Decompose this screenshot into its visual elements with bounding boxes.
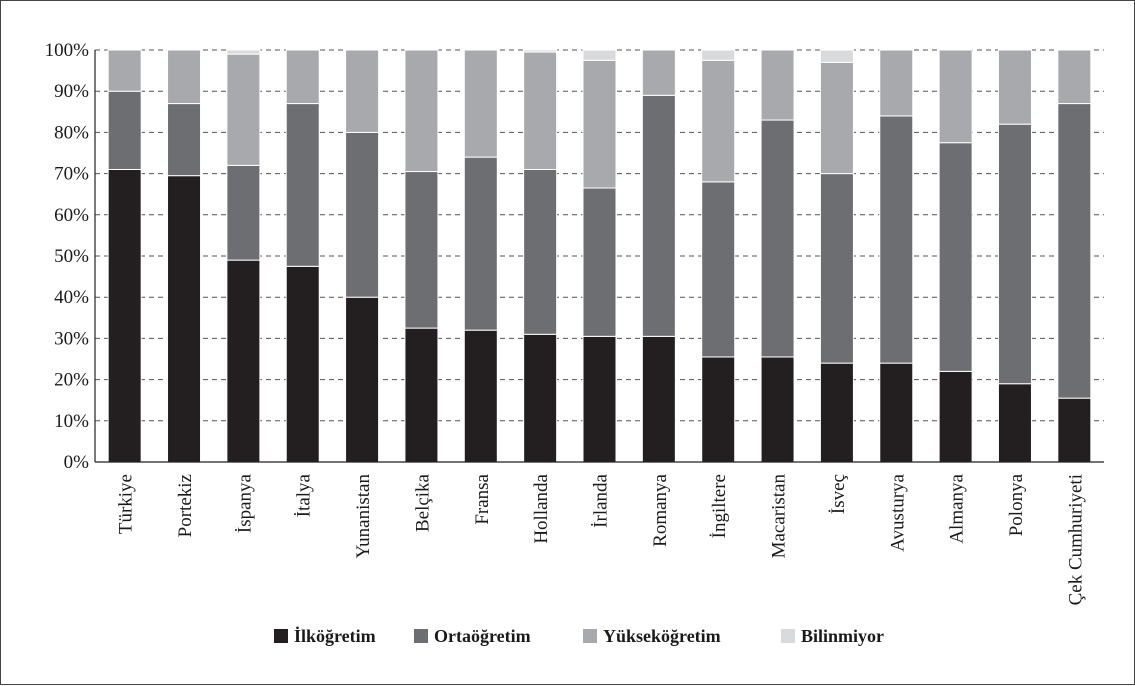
bar-segment [463, 49, 498, 158]
bar-segment [879, 362, 914, 463]
bar-segment [819, 49, 854, 63]
bar-segment [226, 259, 261, 463]
category-label: Türkiye [116, 474, 137, 534]
y-tick-label: 70% [54, 164, 89, 185]
bar-segment [226, 53, 261, 166]
bar-segment [463, 329, 498, 463]
legend: İlköğretim Ortaöğretim Yükseköğretim Bilinm… [274, 626, 884, 646]
bar-segment [404, 49, 439, 173]
category-label: Avusturya [887, 473, 908, 551]
y-tick-label: 60% [54, 205, 89, 226]
legend-label: Bilinmiyor [801, 626, 884, 646]
bar-segment [285, 265, 320, 463]
bar-segment [523, 333, 558, 463]
y-tick-label: 0% [64, 452, 90, 473]
bar-segment [819, 362, 854, 463]
bar-segment [997, 383, 1032, 463]
bar-segment [167, 103, 202, 177]
bar-segment [285, 49, 320, 105]
category-label: İsveç [828, 474, 849, 514]
category-label: İngiltere [709, 474, 730, 538]
y-tick-label: 90% [54, 81, 89, 102]
legend-swatch [781, 629, 795, 643]
bar-segment [523, 168, 558, 335]
bar-segment [582, 187, 617, 337]
category-label: Fransa [472, 473, 493, 524]
category-label: Polonya [1006, 473, 1027, 536]
y-tick-label: 100% [45, 40, 90, 61]
bar-segment [285, 103, 320, 267]
category-label: Hollanda [531, 473, 552, 543]
category-label: Belçika [412, 473, 433, 532]
y-tick-label: 80% [54, 122, 89, 143]
category-label: Yunanistan [353, 474, 374, 559]
category-label: İspanya [234, 473, 255, 533]
bar-segment [345, 131, 380, 298]
y-tick-label: 30% [54, 328, 89, 349]
category-label: Macaristan [769, 474, 790, 559]
bar-segment [879, 49, 914, 117]
category-label: Portekiz [175, 474, 196, 537]
category-label: Romanya [650, 473, 671, 546]
bar-segment [641, 49, 676, 96]
bar-segment [1057, 49, 1092, 105]
bar-segment [997, 49, 1032, 125]
legend-swatch [583, 629, 597, 643]
bar-segment [345, 49, 380, 133]
bar-segment [107, 49, 142, 92]
bar-segment [760, 356, 795, 463]
bar-segment [523, 51, 558, 170]
legend-swatch [274, 629, 288, 643]
bar-segment [226, 164, 261, 261]
legend-label: İlköğretim [294, 626, 376, 646]
bar-segment [879, 115, 914, 364]
category-label: Çek Cumhuriyeti [1065, 474, 1086, 605]
bar-segment [167, 175, 202, 463]
bar-segment [404, 327, 439, 463]
bar-segment [997, 123, 1032, 385]
bar-segment [107, 168, 142, 463]
bar-segment [582, 49, 617, 61]
bar-segment [701, 356, 736, 463]
bar-segment [701, 59, 736, 183]
y-tick-labels: 0% 10% 20% 30% 40% 50% 60% 70% 80% 90% 100% [45, 40, 90, 473]
axes [94, 50, 1104, 463]
bar-segment [938, 49, 973, 144]
bar-segment [1057, 397, 1092, 463]
category-label: Almanya [947, 473, 968, 543]
bar-segment [167, 49, 202, 105]
category-label: İtalya [294, 473, 315, 517]
category-label: İrlanda [591, 473, 612, 527]
bar-segment [760, 119, 795, 358]
bar-segment [1057, 103, 1092, 399]
bar-segment [523, 49, 558, 53]
y-tick-label: 20% [54, 370, 89, 391]
bars [107, 49, 1092, 463]
legend-label: Ortaöğretim [434, 626, 531, 646]
bar-segment [760, 49, 795, 121]
bar-segment [641, 335, 676, 463]
y-tick-label: 10% [54, 411, 89, 432]
y-tick-label: 40% [54, 287, 89, 308]
bar-segment [226, 49, 261, 55]
legend-label: Yükseköğretim [603, 626, 721, 646]
legend-swatch [414, 629, 428, 643]
bar-segment [582, 59, 617, 189]
category-labels: Türkiye Portekiz İspanya İtalya Yunanistan Be… [116, 473, 1087, 605]
bar-segment [819, 61, 854, 175]
bar-segment [701, 181, 736, 358]
bar-segment [938, 370, 973, 463]
bar-segment [641, 94, 676, 337]
bar-segment [582, 335, 617, 463]
bar-segment [404, 171, 439, 329]
bar-segment [819, 173, 854, 364]
bar-segment [701, 49, 736, 61]
bar-segment [345, 296, 380, 463]
y-tick-label: 50% [54, 246, 89, 267]
bar-segment [107, 90, 142, 170]
bar-segment [938, 142, 973, 372]
bar-segment [463, 156, 498, 331]
